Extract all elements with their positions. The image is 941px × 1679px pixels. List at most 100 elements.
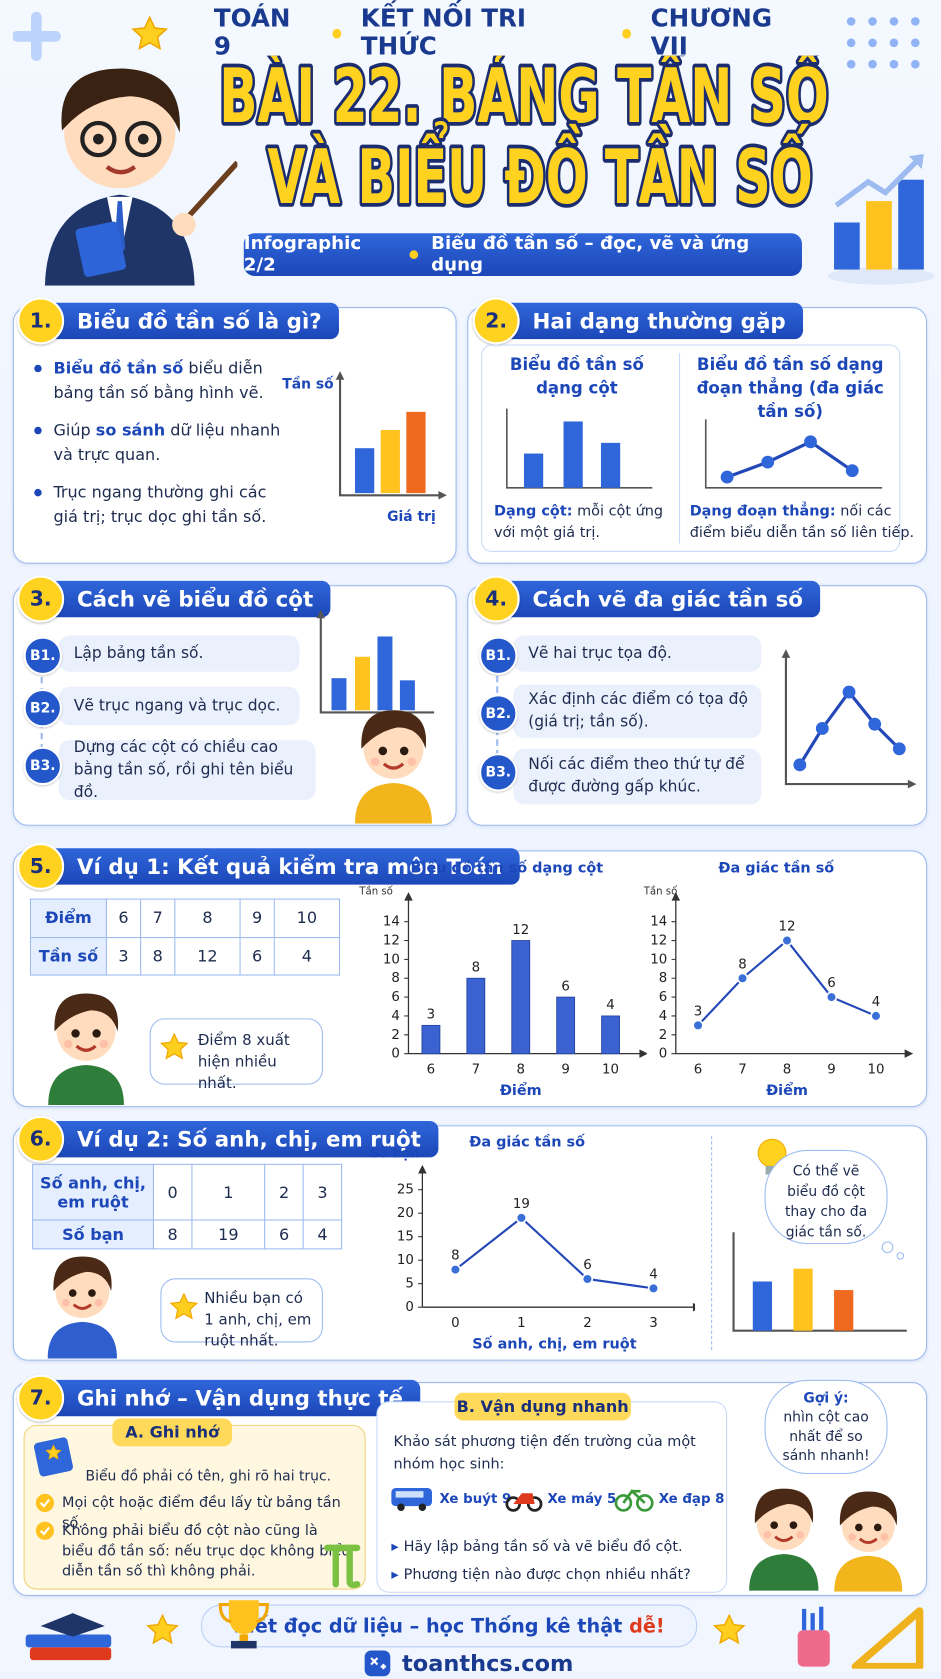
table-cell: 3: [302, 1163, 343, 1221]
remember-item: Biểu đồ phải có tên, ghi rõ hai trục.: [85, 1468, 332, 1485]
bicycle-icon: [614, 1489, 654, 1512]
pi-mascot: [323, 1544, 361, 1589]
chart: Đa giác tần số Số bạn Số anh, chị, em ruột…: [370, 1133, 696, 1353]
kind-title: Biểu đồ tần số dạng đoạn thẳng (đa giác …: [696, 355, 884, 422]
section-title: 3. Cách vẽ biểu đồ cột: [17, 575, 331, 623]
panel-title: B. Vận dụng nhanh: [454, 1392, 631, 1421]
chart-title: Đa giác tần số: [718, 860, 834, 877]
title-line: VÀ BIỂU ĐỒ TẦN SỐ: [267, 121, 812, 221]
bar: [556, 996, 576, 1055]
step-label: B1.: [23, 636, 63, 675]
motorbike-icon: [505, 1493, 543, 1512]
point: [825, 991, 838, 1003]
bus-icon: [391, 1487, 432, 1511]
speech-text: Nhiều bạn có 1 anh, chị, em ruột nhất.: [204, 1290, 312, 1350]
task-text: Hãy lập bảng tần số và vẽ biểu đồ cột.: [403, 1538, 683, 1556]
separator-dot: [409, 250, 419, 259]
table-cell: 9: [239, 898, 275, 938]
panel-title: A. Ghi nhớ: [112, 1418, 233, 1447]
step-label: B3.: [23, 746, 63, 786]
table-cell: 7: [140, 898, 176, 938]
badge: Infographic 2/2: [243, 233, 362, 276]
point: [870, 1010, 882, 1022]
step-text: Vẽ trục ngang và trục dọc.: [58, 686, 300, 726]
y-tick-label: 0: [405, 1300, 413, 1315]
table-cell: 10: [273, 898, 341, 938]
axis-arrow: [639, 1049, 647, 1058]
step-text: Vẽ hai trục tọa độ.: [513, 635, 762, 672]
value-label: 4: [649, 1267, 657, 1282]
row-header: Số anh, chị, em ruột: [32, 1163, 154, 1221]
subject: TOÁN 9: [213, 5, 291, 61]
strong-text: Biểu đồ tần số: [53, 358, 184, 378]
title-line: BÀI 22. BẢNG TẦN SỐ: [219, 56, 829, 140]
strong-text: Dạng đoạn thẳng:: [689, 502, 836, 520]
star-icon: [169, 1292, 199, 1322]
separator-dot: [332, 28, 342, 38]
table-cell: 8: [152, 1219, 193, 1250]
bullet: Giúp so sánh dữ liệu nhanh và trực quan.: [32, 418, 283, 467]
section-number: 6.: [17, 1115, 65, 1163]
practice-intro: Khảo sát phương tiện đến trường của một …: [393, 1433, 696, 1473]
y-tick-label: 14: [650, 915, 667, 930]
value-label: 12: [779, 920, 796, 935]
table-cell: 12: [174, 936, 241, 976]
trophy-icon: [218, 1600, 269, 1649]
section-title-text: Ví dụ 2: Số anh, chị, em ruột: [76, 1126, 421, 1153]
option: Xe buýt 9: [439, 1490, 512, 1507]
separator-dot: [621, 28, 632, 38]
header-chart-icon: [827, 154, 935, 285]
table-cell: 4: [273, 936, 341, 976]
teacher-illustration: [44, 68, 238, 286]
task: ▸ Hãy lập bảng tần số và vẽ biểu đồ cột.: [391, 1538, 683, 1556]
decor-star: [145, 1613, 179, 1647]
kind-note: Dạng cột: mỗi cột ứng với một giá trị.: [494, 501, 674, 544]
remember-item: Không phải biểu đồ cột nào cũng là biểu …: [62, 1522, 351, 1580]
step-text: Lập bảng tần số.: [58, 635, 300, 672]
value-label: 8: [738, 957, 746, 972]
x-tick-label: 8: [783, 1063, 791, 1078]
section-title-text: Hai dạng thường gặp: [532, 308, 786, 334]
divider: [679, 353, 681, 544]
bullet-list: Biểu đồ tần số biểu diễn bảng tần số bằn…: [32, 356, 283, 542]
x-tick-label: 6: [427, 1063, 435, 1078]
thought-dots: [881, 1241, 905, 1260]
chart-title: Biểu đồ tần số dạng cột: [411, 860, 604, 877]
y-tick-label: 6: [391, 990, 399, 1005]
section-title: 7. Ghi nhớ – Vận dụng thực tế: [17, 1374, 421, 1422]
y-tick-label: 2: [391, 1028, 399, 1043]
step-label: B2.: [479, 694, 518, 733]
site: toanthcs.com: [402, 1650, 574, 1677]
chapter: CHƯƠNG VII: [650, 5, 773, 61]
section-title-text: Ví dụ 1: Kết quả kiểm tra môn Toán: [76, 853, 503, 880]
practice-panel: [376, 1401, 728, 1593]
table-row: Số anh, chị, em ruột 0 1 2 3: [32, 1163, 343, 1221]
kind-note: Dạng đoạn thẳng: nối các điểm biểu diễn …: [690, 501, 915, 544]
y-tick-label: 6: [659, 990, 667, 1005]
section-title: 5. Ví dụ 1: Kết quả kiểm tra môn Toán: [17, 842, 520, 890]
thought-bubble: Có thể vẽ biểu đồ cột thay cho đa giác t…: [764, 1149, 888, 1245]
strong-text: Dạng cột:: [494, 502, 573, 520]
value-label: 8: [451, 1249, 459, 1264]
point: [781, 934, 793, 947]
bar: [601, 1015, 620, 1055]
value-label: 6: [583, 1258, 591, 1273]
badge-pill: Infographic 2/2 Biểu đồ tần số – đọc, vẽ…: [243, 233, 802, 276]
axis-arrow: [671, 892, 681, 901]
x-tick-label: 3: [649, 1316, 657, 1331]
text: dữ liệu nhanh và trực quan.: [53, 420, 281, 465]
section-number: 1.: [17, 297, 65, 345]
table-cell: 4: [302, 1219, 343, 1250]
slogan-pill: Biết đọc dữ liệu – học Thống kê thật dễ!: [201, 1604, 698, 1648]
step-text: Nối các điểm theo thứ tự để được đường g…: [513, 748, 762, 805]
table-row: Điểm 6 7 8 9 10: [29, 898, 341, 938]
value-label: 4: [872, 995, 880, 1010]
table-cell: 2: [264, 1163, 304, 1221]
table-cell: 3: [105, 936, 142, 976]
table-cell: 8: [140, 936, 176, 976]
remember-panel: [23, 1424, 366, 1590]
icon-bar-chart: [732, 1232, 907, 1332]
step-label: B2.: [23, 688, 63, 728]
y-tick-label: 10: [383, 952, 400, 967]
